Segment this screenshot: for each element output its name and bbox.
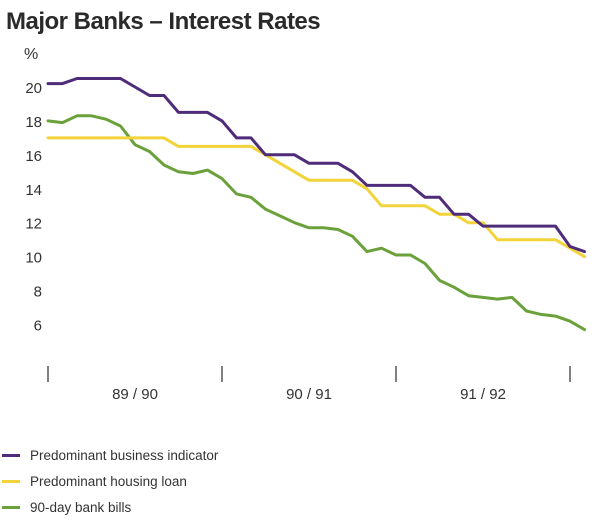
series-line-business (46, 77, 586, 254)
y-tick-label-16: 16 (25, 148, 42, 165)
series-line-housing (46, 136, 586, 259)
series-line-bills (46, 114, 586, 332)
legend-item-business: Predominant business indicator (2, 442, 218, 468)
legend-swatch-bills (2, 505, 20, 509)
y-tick-label-18: 18 (25, 114, 42, 131)
chart-area: 6 8 10 12 14 16 18 20 89 / 90 90 / 91 91 / 92 (25, 77, 586, 403)
x-period-label-2: 91 / 92 (460, 386, 506, 403)
legend-label-business: Predominant business indicator (30, 447, 219, 463)
legend: Predominant business indicator Predomina… (2, 442, 218, 520)
legend-label-housing: Predominant housing loan (30, 473, 187, 489)
x-period-label-0: 89 / 90 (112, 386, 158, 403)
y-tick-label-14: 14 (25, 182, 42, 199)
y-tick-label-20: 20 (25, 80, 42, 97)
y-tick-label-10: 10 (25, 250, 42, 267)
y-tick-label-12: 12 (25, 216, 42, 233)
x-period-label-1: 90 / 91 (286, 386, 332, 403)
chart-title: Major Banks – Interest Rates (6, 8, 321, 35)
legend-item-housing: Predominant housing loan (2, 468, 218, 494)
legend-swatch-housing (2, 479, 20, 483)
y-axis-unit: % (24, 46, 39, 63)
legend-label-bills: 90-day bank bills (30, 499, 132, 515)
legend-swatch-business (2, 453, 20, 457)
legend-item-bills: 90-day bank bills (2, 494, 218, 520)
y-tick-label-8: 8 (34, 284, 42, 301)
y-tick-label-6: 6 (34, 318, 42, 335)
